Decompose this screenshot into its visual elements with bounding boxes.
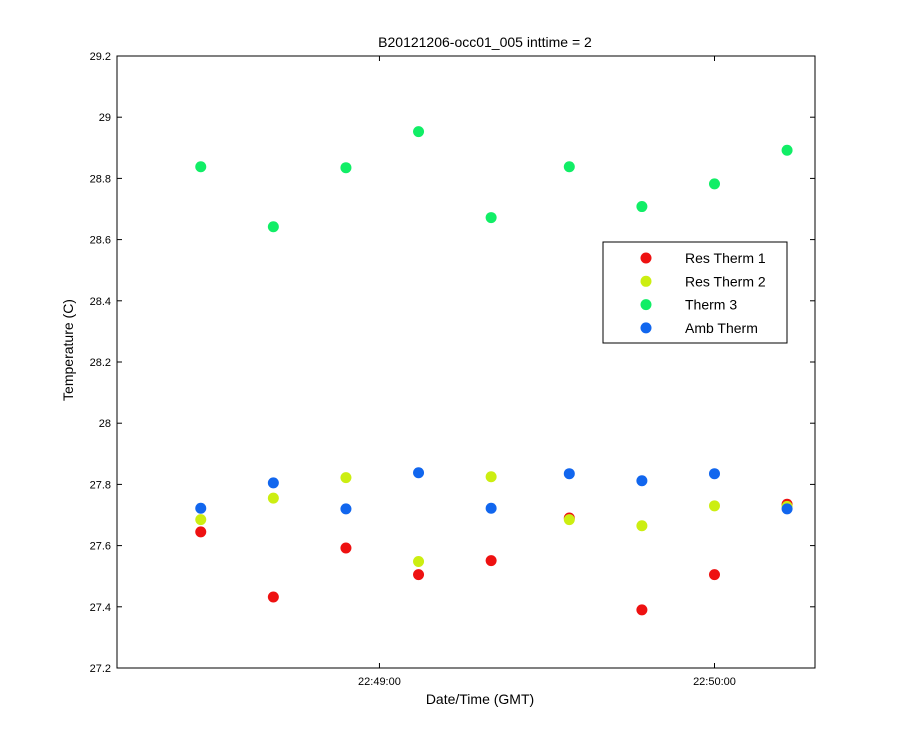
plot-area bbox=[116, 55, 816, 669]
data-point-amb-therm bbox=[340, 503, 352, 515]
data-point-res-therm-1 bbox=[340, 542, 352, 554]
x-axis-ticks: 22:49:00 22:50:00 bbox=[358, 56, 736, 688]
legend-marker bbox=[640, 322, 652, 334]
legend-box bbox=[602, 241, 788, 344]
y-tick-label: 27.4 bbox=[90, 602, 111, 614]
data-point-amb-therm bbox=[413, 467, 425, 479]
data-points bbox=[195, 126, 793, 616]
data-point-therm-3 bbox=[563, 161, 575, 173]
legend-marker bbox=[640, 299, 652, 311]
y-tick-label: 28 bbox=[99, 418, 111, 430]
data-point-amb-therm bbox=[636, 475, 648, 487]
y-tick-label: 29 bbox=[99, 112, 111, 124]
y-axis-label: Temperature (C) bbox=[60, 299, 76, 401]
legend-entry-label: Amb Therm bbox=[685, 320, 758, 336]
data-point-amb-therm bbox=[708, 468, 720, 480]
data-point-res-therm-2 bbox=[636, 520, 648, 532]
y-tick-label: 28.6 bbox=[90, 235, 111, 247]
y-tick-label: 28.4 bbox=[90, 296, 111, 308]
data-point-therm-3 bbox=[636, 201, 648, 213]
data-point-therm-3 bbox=[195, 161, 207, 173]
x-axis-label: Date/Time (GMT) bbox=[426, 691, 534, 707]
data-point-res-therm-2 bbox=[708, 500, 720, 512]
data-point-res-therm-1 bbox=[267, 591, 279, 603]
data-point-therm-3 bbox=[340, 162, 352, 174]
legend: Res Therm 1 Res Therm 2 Therm 3 Amb Therm bbox=[602, 241, 788, 344]
y-tick-label: 28.8 bbox=[90, 173, 111, 185]
data-point-res-therm-2 bbox=[340, 472, 352, 484]
y-tick-label: 28.2 bbox=[90, 357, 111, 369]
legend-entry-label: Therm 3 bbox=[685, 297, 737, 313]
data-point-therm-3 bbox=[781, 144, 793, 156]
data-point-amb-therm bbox=[195, 502, 207, 514]
data-point-res-therm-1 bbox=[413, 569, 425, 581]
data-point-therm-3 bbox=[267, 221, 279, 233]
data-point-res-therm-2 bbox=[267, 492, 279, 504]
data-point-res-therm-2 bbox=[413, 556, 425, 568]
y-tick-label: 29.2 bbox=[90, 51, 111, 63]
data-point-res-therm-2 bbox=[195, 514, 207, 526]
data-point-res-therm-1 bbox=[708, 569, 720, 581]
data-point-therm-3 bbox=[413, 126, 425, 138]
x-tick-label: 22:50:00 bbox=[693, 676, 736, 688]
y-tick-label: 27.2 bbox=[90, 663, 111, 675]
data-point-res-therm-1 bbox=[485, 555, 497, 567]
y-axis-ticks: 27.2 27.4 27.6 27.8 28 28.2 28.4 28.6 28.8 29 29.2 bbox=[90, 51, 815, 675]
data-point-res-therm-2 bbox=[485, 471, 497, 483]
data-point-res-therm-1 bbox=[636, 604, 648, 616]
data-point-amb-therm bbox=[563, 468, 575, 480]
data-point-amb-therm bbox=[781, 503, 793, 515]
y-tick-label: 27.8 bbox=[90, 479, 111, 491]
chart-title: B20121206-occ01_005 inttime = 2 bbox=[378, 34, 592, 50]
data-point-res-therm-1 bbox=[195, 526, 207, 538]
data-point-therm-3 bbox=[485, 212, 497, 224]
x-tick-label: 22:49:00 bbox=[358, 676, 401, 688]
legend-marker bbox=[640, 275, 652, 287]
data-point-res-therm-2 bbox=[563, 514, 575, 526]
legend-entry-label: Res Therm 1 bbox=[685, 250, 766, 266]
legend-marker bbox=[640, 252, 652, 264]
data-point-amb-therm bbox=[485, 502, 497, 514]
data-point-amb-therm bbox=[267, 477, 279, 489]
data-point-therm-3 bbox=[708, 178, 720, 190]
legend-entry-label: Res Therm 2 bbox=[685, 273, 766, 289]
y-tick-label: 27.6 bbox=[90, 541, 111, 553]
